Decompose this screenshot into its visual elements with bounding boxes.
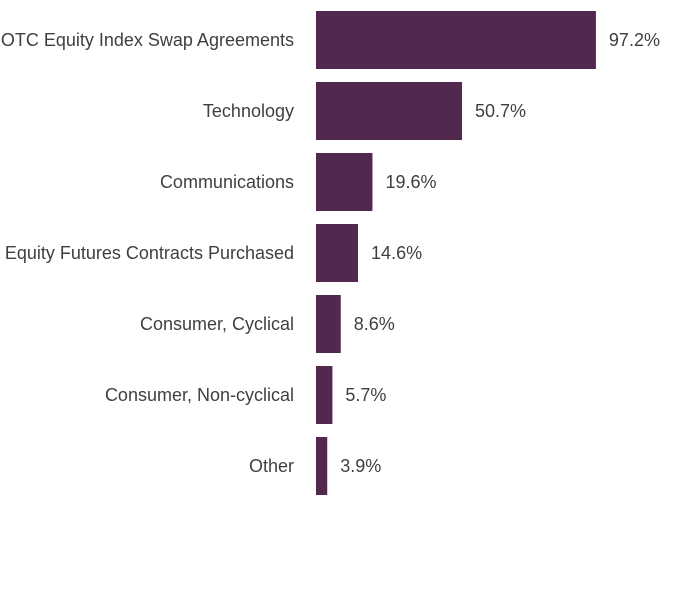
bar-communications [316, 153, 373, 211]
value-label-communications: 19.6% [385, 172, 436, 192]
bar-equity-futures-contracts-purchased [316, 224, 359, 282]
bar-consumer-cyclical [316, 295, 341, 353]
category-label-otc-equity-index-swap-agreements: OTC Equity Index Swap Agreements [1, 30, 294, 50]
bars-group [316, 11, 596, 495]
value-label-other: 3.9% [340, 456, 381, 476]
category-label-communications: Communications [160, 172, 294, 192]
value-label-consumer-cyclical: 8.6% [354, 314, 395, 334]
category-labels-group: OTC Equity Index Swap Agreements Technolo… [1, 30, 294, 476]
bar-consumer-non-cyclical [316, 366, 333, 424]
value-labels-group: 97.2% 50.7% 19.6% 14.6% 8.6% 5.7% 3.9% [340, 30, 660, 476]
category-label-consumer-cyclical: Consumer, Cyclical [140, 314, 294, 334]
value-label-equity-futures-contracts-purchased: 14.6% [371, 243, 422, 263]
value-label-technology: 50.7% [475, 101, 526, 121]
category-label-technology: Technology [203, 101, 294, 121]
value-label-otc-equity-index-swap-agreements: 97.2% [609, 30, 660, 50]
category-label-equity-futures-contracts-purchased: Equity Futures Contracts Purchased [5, 243, 294, 263]
category-label-consumer-non-cyclical: Consumer, Non-cyclical [105, 385, 294, 405]
bar-technology [316, 82, 463, 140]
bar-other [316, 437, 328, 495]
value-label-consumer-non-cyclical: 5.7% [345, 385, 386, 405]
category-label-other: Other [249, 456, 294, 476]
bar-otc-equity-index-swap-agreements [316, 11, 596, 69]
